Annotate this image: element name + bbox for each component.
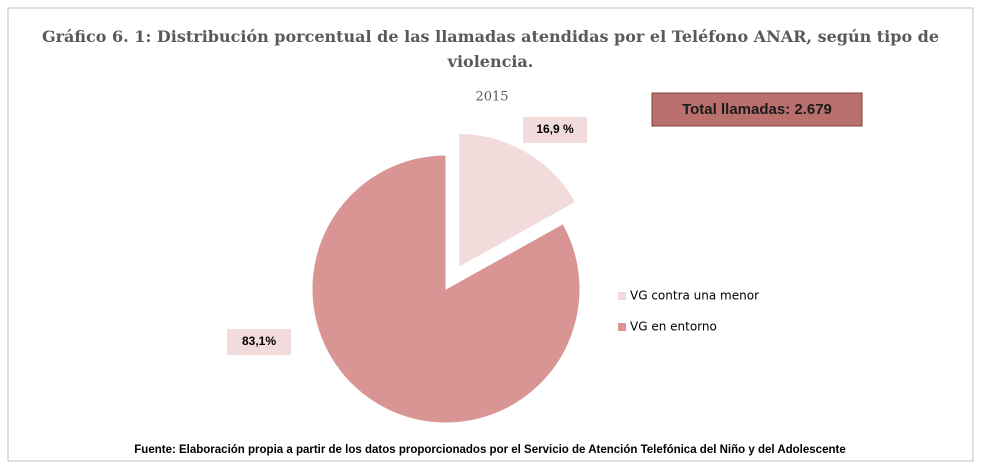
source: Fuente: Elaboración propia a partir de l… [134, 444, 845, 456]
legend-swatch [618, 292, 626, 300]
chart-title: Gráfico 6. 1: Distribución porcentual de… [41, 27, 940, 71]
legend-swatch [618, 323, 626, 331]
legend-label: VG en entorno [630, 320, 717, 334]
data-label-box [227, 329, 291, 355]
annotation-box [651, 92, 863, 127]
data-label-box [523, 117, 587, 143]
data-label: 83,1% [242, 334, 276, 348]
data-label: 16,9 % [536, 122, 574, 136]
pie-slice [311, 154, 581, 424]
chart-subtitle: 2015 [475, 90, 508, 105]
legend-label: VG contra una menor [630, 289, 759, 303]
pie-slice [458, 132, 577, 269]
annotation: Total llamadas: 2.679 [682, 101, 832, 118]
